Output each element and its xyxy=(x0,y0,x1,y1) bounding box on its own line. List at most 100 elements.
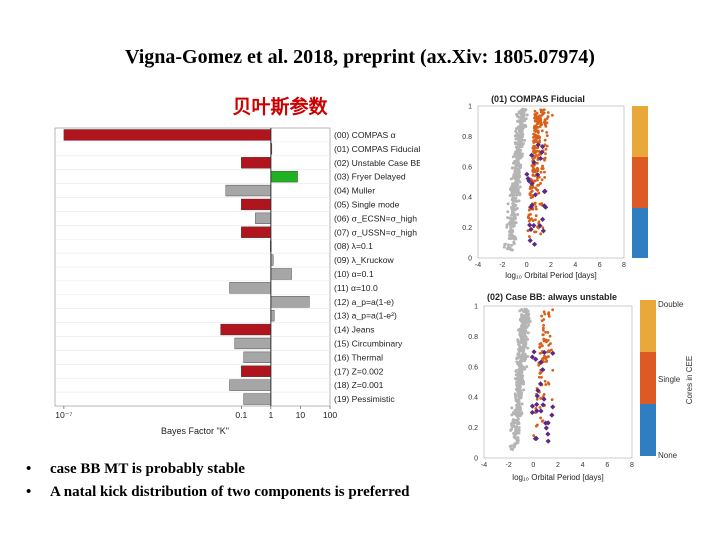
scatter-point xyxy=(512,207,516,211)
scatter-point xyxy=(513,152,517,156)
scatter-point xyxy=(539,110,543,114)
scatter-point xyxy=(514,137,518,141)
scatter-point xyxy=(541,164,544,168)
scatter-point xyxy=(534,205,538,209)
scatter-point xyxy=(547,312,550,316)
scatter-point xyxy=(519,377,523,381)
category-label: (07) σ_USSN=σ_high xyxy=(334,227,417,237)
scatter-point xyxy=(516,361,520,365)
bar xyxy=(243,351,272,363)
scatter-point xyxy=(532,144,536,148)
category-label: (18) Z=0.001 xyxy=(334,380,384,390)
category-label: (16) Thermal xyxy=(334,352,383,362)
scatter-point xyxy=(541,344,544,348)
scatter-point xyxy=(547,314,551,318)
scatter-point xyxy=(518,132,522,136)
scatter-point xyxy=(519,109,523,113)
scatter-point xyxy=(539,182,542,185)
bar xyxy=(229,379,272,391)
scatter-point xyxy=(540,419,544,423)
y-tick-label: 0.6 xyxy=(462,164,472,171)
colorbar-none-segment xyxy=(640,404,656,456)
category-label: (15) Circumbinary xyxy=(334,339,403,349)
scatter-point xyxy=(532,434,536,437)
scatter-marker xyxy=(531,159,537,166)
scatter-point xyxy=(516,356,520,360)
scatter-point xyxy=(520,374,524,378)
scatter-point xyxy=(520,135,524,139)
scatter-point xyxy=(535,140,539,144)
scatter-point xyxy=(505,225,509,229)
scatter-1-colorbar xyxy=(632,106,648,258)
scatter-marker xyxy=(539,149,545,155)
scatter-point xyxy=(533,129,536,133)
bar xyxy=(255,212,272,225)
scatter-point xyxy=(516,436,520,440)
scatter-point xyxy=(529,196,533,200)
scatter-point xyxy=(515,207,519,211)
scatter-point xyxy=(546,338,550,342)
scatter-point xyxy=(503,242,507,246)
scatter-marker xyxy=(538,408,544,414)
scatter-point xyxy=(540,314,543,318)
scatter-point xyxy=(547,382,551,386)
scatter-point xyxy=(516,162,520,166)
scatter-point xyxy=(516,144,520,148)
scatter-point xyxy=(516,212,520,216)
scatter-point xyxy=(509,232,513,236)
scatter-point xyxy=(551,308,555,312)
scatter-2-frame xyxy=(483,305,633,459)
bar xyxy=(234,337,272,350)
scatter-point xyxy=(522,353,526,357)
scatter-point xyxy=(515,156,519,160)
x-tick-label: 10 xyxy=(296,410,306,420)
scatter-point xyxy=(517,386,521,390)
scatter-point xyxy=(542,393,546,396)
bar xyxy=(229,282,272,294)
scatter-point xyxy=(532,141,536,144)
scatter-point xyxy=(538,202,542,206)
scatter-point xyxy=(526,229,530,233)
scatter-point xyxy=(517,349,521,353)
scatter-point xyxy=(506,210,510,214)
scatter-point xyxy=(533,167,536,171)
scatter-point xyxy=(545,359,549,363)
scatter-point xyxy=(520,112,524,116)
scatter-point xyxy=(538,116,542,119)
scatter-point xyxy=(521,310,525,314)
scatter-point xyxy=(527,216,530,220)
category-label: (13) a_p=a(1-e²) xyxy=(334,311,397,321)
scatter-point xyxy=(542,111,546,115)
y-tick-label: 0.8 xyxy=(462,134,472,141)
x-tick-label: 6 xyxy=(605,462,609,469)
scatter-point xyxy=(533,179,537,183)
scatter-point xyxy=(509,428,513,432)
x-tick-label: -4 xyxy=(475,262,481,269)
scatter-point xyxy=(513,421,517,425)
scatter-point xyxy=(519,148,523,152)
scatter-1-points xyxy=(502,107,554,252)
scatter-point xyxy=(519,393,523,397)
scatter-point xyxy=(540,375,543,379)
scatter-2-ticks: -4 -2 0 2 4 6 8 0 0.2 0.4 0.6 0.8 1 xyxy=(468,304,634,470)
scatter-point xyxy=(548,334,552,338)
scatter-point xyxy=(550,113,554,117)
scatter-point xyxy=(539,232,543,236)
scatter-1-title: (01) COMPAS Fiducial xyxy=(491,94,585,104)
scatter-point xyxy=(543,156,547,160)
x-tick-label: 6 xyxy=(598,262,602,269)
category-label: (02) Unstable Case BB xyxy=(334,158,420,168)
cores-in-cee-colorbar: Double Single None Cores in CEE xyxy=(640,300,694,460)
scatter-point xyxy=(538,136,541,140)
bar xyxy=(270,268,292,280)
scatter-2-points xyxy=(508,307,556,451)
scatter-point xyxy=(520,138,524,142)
scatter-point xyxy=(544,357,548,361)
scatter-point xyxy=(534,214,538,218)
scatter-point xyxy=(517,428,521,432)
category-label: (03) Fryer Delayed xyxy=(334,172,406,182)
scatter-point xyxy=(517,352,521,356)
scatter-point xyxy=(526,346,530,350)
scatter-point xyxy=(538,346,542,349)
scatter-point xyxy=(545,134,549,138)
